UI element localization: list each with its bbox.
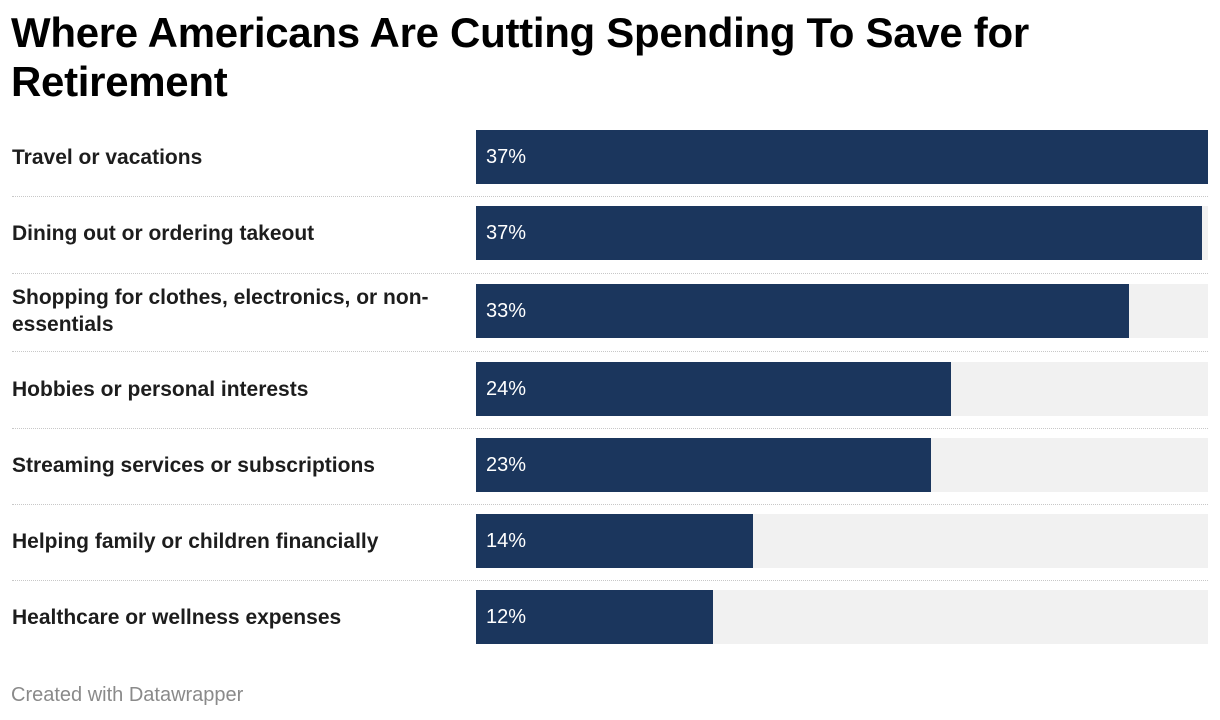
category-label: Streaming services or subscriptions (12, 453, 375, 477)
row-divider (12, 504, 1208, 505)
row-divider (12, 273, 1208, 274)
category-label: Hobbies or personal interests (12, 377, 309, 401)
bar[interactable] (476, 514, 753, 568)
row-divider (12, 351, 1208, 352)
bar-value-label: 24% (486, 378, 527, 400)
category-label: Dining out or ordering takeout (12, 221, 315, 245)
bar[interactable] (476, 362, 951, 416)
bar-value-label: 12% (486, 606, 527, 628)
bar-track: 14% (476, 514, 1208, 568)
category-label: Travel or vacations (12, 145, 203, 169)
bar-value-label: 23% (486, 454, 527, 476)
bar-value-label: 33% (486, 300, 527, 322)
bar-value-label: 14% (486, 530, 527, 552)
row-divider (12, 428, 1208, 429)
bar[interactable] (476, 590, 713, 644)
category-label: Healthcare or wellness expenses (12, 605, 342, 629)
bar-track: 37% (476, 206, 1208, 260)
row-divider (12, 196, 1208, 197)
bar[interactable] (476, 284, 1129, 338)
chart-title: Where Americans Are Cutting Spending To … (11, 9, 1029, 105)
bar-value-label: 37% (486, 222, 527, 244)
bar-track: 12% (476, 590, 1208, 644)
bar-track: 37% (476, 130, 1208, 184)
bar-value-label: 37% (486, 146, 527, 168)
bar[interactable] (476, 438, 931, 492)
bar-track: 24% (476, 362, 1208, 416)
bar-track: 33% (476, 284, 1208, 338)
bar-track: 23% (476, 438, 1208, 492)
datawrapper-credit[interactable]: Created with Datawrapper (11, 684, 244, 706)
bar[interactable] (476, 130, 1208, 184)
category-label: Shopping for clothes, electronics, or no… (12, 286, 429, 336)
row-divider (12, 580, 1208, 581)
bar[interactable] (476, 206, 1202, 260)
category-label: Helping family or children financially (12, 529, 379, 553)
